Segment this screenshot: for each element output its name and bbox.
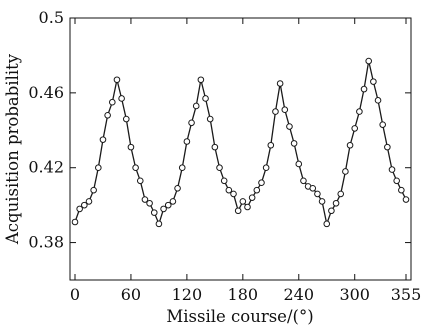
data-point (90, 186, 97, 194)
data-point (393, 177, 400, 185)
data-point (360, 85, 368, 93)
data-point (160, 205, 167, 213)
y-tick-label: 0.46 (28, 83, 64, 102)
data-point (132, 164, 139, 172)
data-point (402, 196, 410, 203)
x-axis-title: Missile course/(°) (166, 307, 313, 326)
x-tick-label: 120 (172, 285, 203, 304)
data-point (272, 108, 279, 115)
data-point (216, 164, 223, 172)
x-tick-label: 0 (70, 285, 80, 304)
data-point (328, 207, 335, 215)
data-point (104, 112, 111, 119)
data-point (230, 190, 237, 198)
ticks-layer: 0 60 120 180 240 300 355 0.38 0.42 0.46 0.5 (28, 8, 421, 304)
data-point (295, 160, 303, 168)
data-point (290, 140, 298, 147)
data-point (374, 97, 382, 104)
data-point (398, 186, 405, 194)
series-layer (71, 57, 410, 228)
data-point (300, 177, 307, 185)
data-point (141, 196, 149, 203)
x-tick-label: 355 (391, 285, 422, 304)
data-point (332, 199, 340, 207)
data-point (155, 220, 163, 228)
data-point (262, 164, 270, 172)
data-point (370, 78, 377, 85)
data-point (351, 125, 359, 132)
data-point (342, 168, 349, 175)
data-point (234, 207, 242, 215)
data-point (85, 198, 93, 205)
data-point (314, 190, 321, 198)
data-point (99, 136, 107, 143)
data-point (178, 164, 186, 172)
data-point (220, 177, 228, 185)
y-axis-title: Acquisition probability (3, 53, 22, 245)
y-tick-label: 0.5 (39, 8, 64, 27)
data-point (337, 190, 345, 198)
data-point (183, 138, 191, 145)
data-point (118, 95, 125, 102)
data-point (122, 115, 130, 123)
data-point (164, 201, 172, 209)
data-point (169, 198, 177, 205)
y-tick-label: 0.42 (28, 158, 64, 177)
x-tick-label: 240 (284, 285, 315, 304)
data-point (323, 220, 331, 228)
data-point (244, 203, 251, 211)
data-point (253, 186, 261, 194)
data-point (192, 102, 200, 110)
data-point (127, 143, 135, 151)
data-point (379, 121, 386, 128)
data-point (150, 209, 158, 216)
data-point (109, 98, 116, 106)
data-point (384, 143, 391, 151)
data-point (76, 205, 83, 213)
y-tick-label: 0.38 (28, 233, 64, 252)
x-tick-label: 180 (228, 285, 259, 304)
data-point (286, 123, 293, 130)
data-point (365, 57, 373, 65)
data-point (136, 177, 144, 185)
data-point (174, 185, 181, 192)
data-point (356, 108, 363, 115)
data-point (281, 106, 289, 113)
data-point (309, 185, 317, 192)
data-point (267, 141, 275, 149)
data-point (318, 198, 326, 205)
data-point (239, 198, 247, 205)
data-point (71, 218, 79, 226)
data-point (258, 179, 265, 186)
x-tick-label: 60 (121, 285, 141, 304)
data-point (188, 119, 195, 127)
data-point (276, 80, 284, 87)
data-point (225, 186, 233, 194)
data-point (248, 194, 256, 201)
data-point (197, 76, 205, 84)
data-point (146, 199, 153, 207)
data-point (346, 141, 354, 149)
data-point (202, 95, 209, 102)
x-tick-label: 300 (339, 285, 370, 304)
data-point (81, 201, 88, 209)
plot-frame (69, 17, 412, 281)
data-point (206, 115, 214, 123)
data-point (211, 143, 219, 151)
data-point (95, 164, 102, 172)
data-point (388, 166, 396, 173)
data-point (113, 76, 121, 84)
